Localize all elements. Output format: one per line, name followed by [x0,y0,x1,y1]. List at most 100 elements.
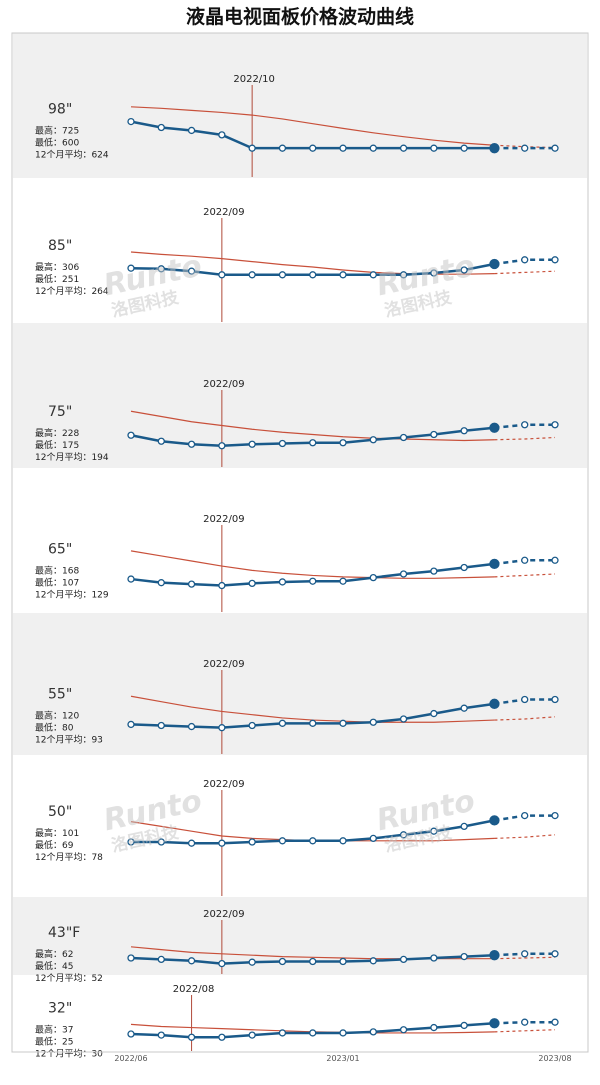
stat-value-high: 725 [62,127,79,137]
price-point [127,117,135,126]
price-point [369,1028,377,1036]
panel-stat-avg: 12个月平均：52 [35,972,103,984]
price-point [430,567,438,575]
price-point [551,421,559,429]
stat-value-low: 107 [62,579,79,589]
stat-label-low: 最低： [35,839,62,851]
price-point [460,1021,468,1030]
price-point [430,430,438,439]
average-line [130,106,495,146]
price-point [521,144,529,152]
stat-value-low: 45 [62,962,73,972]
price-point [187,440,196,448]
price-point [430,827,438,835]
stat-value-high: 228 [62,429,79,439]
panel-stat-low: 最低：80 [35,722,74,734]
price-point [489,950,500,961]
price-point [218,1033,226,1041]
price-point [369,718,377,726]
price-point [369,436,377,444]
panel-stat-high: 最高：120 [35,710,79,722]
stat-label-low: 最低： [35,137,62,149]
price-point [489,698,500,709]
price-point [551,144,559,152]
price-point [278,578,287,586]
price-point [309,719,317,727]
panel-stat-high: 最高：62 [35,948,73,960]
panel-stat-high: 最高：101 [35,827,79,839]
panel-size-label: 85" [48,238,72,254]
panel-stat-high: 最高：37 [35,1024,73,1036]
price-point [521,1018,529,1026]
price-point [399,955,408,964]
x-axis: 2022/06 2023/01 2023/08 [114,1054,571,1063]
stat-value-avg: 129 [91,591,108,601]
stat-value-avg: 78 [91,853,103,863]
price-point [339,837,347,845]
stat-label-low: 最低： [35,1036,62,1048]
price-point [127,838,135,846]
price-point [248,271,256,279]
price-point [218,442,226,450]
price-point [187,722,196,731]
stat-value-avg: 194 [91,453,108,463]
average-line-forecast [494,716,556,721]
stat-value-low: 69 [62,841,74,851]
price-point [278,1029,287,1037]
price-point [278,719,287,727]
price-point [521,256,529,264]
stat-value-avg: 52 [91,974,102,984]
price-point [551,256,559,264]
panel-stat-high: 最高：168 [35,565,79,577]
price-point [460,427,468,435]
panel-stat-low: 最低：251 [35,273,79,285]
price-point [339,439,347,447]
panel-stat-avg: 12个月平均：93 [35,734,103,746]
panel-marker-label: 2022/09 [203,207,245,218]
price-point [430,954,438,962]
average-line [130,550,495,579]
price-point [521,421,529,429]
price-point [218,839,226,847]
price-point [489,258,500,270]
panel-size-label: 50" [48,804,72,820]
stat-label-high: 最高： [35,827,62,839]
price-point [187,957,196,965]
price-point [248,440,256,448]
price-point [551,556,559,564]
stat-label-high: 最高： [35,565,62,577]
panel-stat-low: 最低：25 [35,1036,73,1048]
panel-stat-avg: 12个月平均：78 [35,851,103,863]
panel-marker-label: 2022/09 [203,379,245,390]
price-point [278,837,287,845]
stat-value-high: 168 [62,567,79,577]
price-point [551,950,559,958]
price-point [187,267,196,275]
stat-label-avg: 12个月平均： [35,451,91,463]
price-point [339,719,347,727]
stat-value-avg: 30 [91,1050,103,1060]
average-line-forecast [494,834,556,839]
panel-size-label: 75" [48,404,72,420]
stat-label-low: 最低： [35,273,62,285]
price-point [309,577,317,585]
price-point [369,834,377,843]
price-point [399,144,408,152]
price-point [339,144,347,152]
panel-stat-avg: 12个月平均：264 [35,285,109,297]
stat-value-avg: 624 [91,151,108,161]
stat-value-low: 600 [62,139,79,149]
price-point [521,950,529,958]
price-point [339,957,347,966]
x-tick-label: 2022/06 [114,1054,147,1063]
panel-stat-high: 最高：228 [35,427,79,439]
stat-label-avg: 12个月平均： [35,1048,91,1060]
price-point [127,431,135,439]
